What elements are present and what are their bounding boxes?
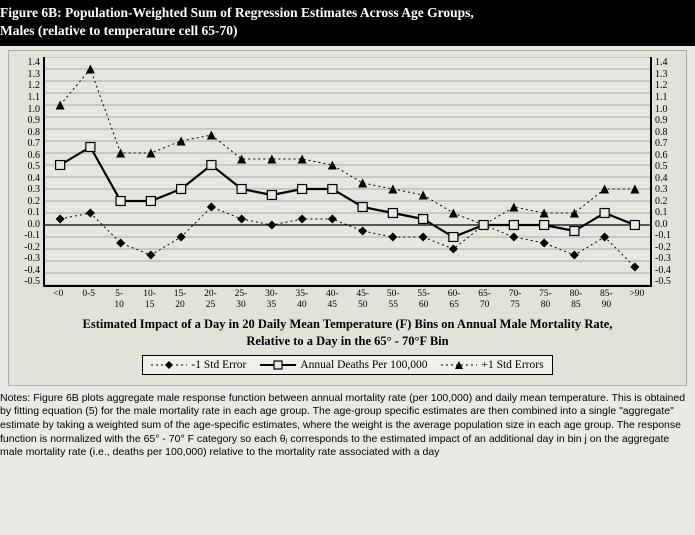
legend-swatch <box>151 359 187 371</box>
legend: -1 Std Error Annual Deaths Per 100,000 +1 … <box>142 355 552 375</box>
y-tick: 0.0 <box>17 219 40 230</box>
y-tick: 0.7 <box>17 138 40 149</box>
legend-item: Annual Deaths Per 100,000 <box>260 359 427 371</box>
y-tick: -0.3 <box>655 253 678 264</box>
y-tick: 0.7 <box>655 138 678 149</box>
x-tick: 10-15 <box>134 287 164 310</box>
legend-swatch <box>260 359 296 371</box>
y-tick: 1.3 <box>655 69 678 80</box>
x-tick: 30-35 <box>256 287 286 310</box>
y-tick: 1.2 <box>655 80 678 91</box>
figure-notes: Notes: Figure 6B plots aggregate male re… <box>0 388 695 460</box>
x-tick: 85-90 <box>591 287 621 310</box>
x-axis: <00-55-1010-1515-2020-2525-3030-3535-404… <box>43 287 652 310</box>
x-tick: 5-10 <box>104 287 134 310</box>
y-tick: 0.6 <box>655 150 678 161</box>
y-tick: 0.1 <box>17 207 40 218</box>
y-tick: -0.4 <box>655 265 678 276</box>
x-tick: <0 <box>43 287 73 310</box>
y-tick: 1.3 <box>17 69 40 80</box>
y-tick: -0.3 <box>17 253 40 264</box>
y-tick: 0.6 <box>17 150 40 161</box>
y-tick: 0.5 <box>17 161 40 172</box>
y-tick: -0.5 <box>655 276 678 287</box>
x-tick: >90 <box>622 287 652 310</box>
figure-title: Figure 6B: Population-Weighted Sum of Re… <box>0 0 695 46</box>
y-tick: 1.4 <box>17 57 40 68</box>
x-tick: 70-75 <box>500 287 530 310</box>
x-tick: 40-45 <box>317 287 347 310</box>
y-tick: -0.2 <box>655 242 678 253</box>
y-tick: 1.0 <box>655 104 678 115</box>
legend-swatch <box>441 359 477 371</box>
legend-label: -1 Std Error <box>191 359 246 371</box>
y-tick: -0.1 <box>17 230 40 241</box>
y-tick: 1.4 <box>655 57 678 68</box>
x-tick: 65-70 <box>469 287 499 310</box>
y-tick: -0.4 <box>17 265 40 276</box>
y-tick: 0.9 <box>655 115 678 126</box>
x-tick: 0-5 <box>73 287 103 310</box>
y-tick: 1.2 <box>17 80 40 91</box>
y-tick: 1.1 <box>17 92 40 103</box>
x-axis-title-line2: Relative to a Day in the 65° - 70°F Bin <box>246 334 448 348</box>
x-axis-title: Estimated Impact of a Day in 20 Daily Me… <box>17 316 678 349</box>
y-axis-right: 1.41.31.21.11.00.90.80.70.60.50.40.30.20… <box>652 57 678 287</box>
y-tick: 0.3 <box>655 184 678 195</box>
y-tick: 0.3 <box>17 184 40 195</box>
plot-area: 1.41.31.21.11.00.90.80.70.60.50.40.30.20… <box>17 57 678 287</box>
y-tick: -0.5 <box>17 276 40 287</box>
y-tick: -0.2 <box>17 242 40 253</box>
y-tick: 0.0 <box>655 219 678 230</box>
chart-svg <box>45 57 650 285</box>
y-tick: 0.4 <box>655 173 678 184</box>
y-tick: 1.1 <box>655 92 678 103</box>
x-tick: 45-50 <box>348 287 378 310</box>
y-tick: 0.9 <box>17 115 40 126</box>
y-tick: -0.1 <box>655 230 678 241</box>
x-tick: 15-20 <box>165 287 195 310</box>
x-tick: 50-55 <box>378 287 408 310</box>
y-tick: 0.5 <box>655 161 678 172</box>
x-tick: 25-30 <box>226 287 256 310</box>
legend-item: -1 Std Error <box>151 359 246 371</box>
legend-item: +1 Std Errors <box>441 359 543 371</box>
x-tick: 80-85 <box>561 287 591 310</box>
y-tick: 0.8 <box>17 127 40 138</box>
y-tick: 0.4 <box>17 173 40 184</box>
y-tick: 0.2 <box>655 196 678 207</box>
x-tick: 35-40 <box>287 287 317 310</box>
x-axis-title-line1: Estimated Impact of a Day in 20 Daily Me… <box>83 317 613 331</box>
y-tick: 1.0 <box>17 104 40 115</box>
legend-label: Annual Deaths Per 100,000 <box>300 359 427 371</box>
y-tick: 0.1 <box>655 207 678 218</box>
x-tick: 20-25 <box>195 287 225 310</box>
y-tick: 0.2 <box>17 196 40 207</box>
x-tick: 60-65 <box>439 287 469 310</box>
chart-frame: 1.41.31.21.11.00.90.80.70.60.50.40.30.20… <box>8 50 687 385</box>
x-tick: 55-60 <box>408 287 438 310</box>
x-tick: 75-80 <box>530 287 560 310</box>
figure-title-line1: Figure 6B: Population-Weighted Sum of Re… <box>0 5 474 20</box>
y-tick: 0.8 <box>655 127 678 138</box>
plot <box>43 57 652 287</box>
legend-label: +1 Std Errors <box>481 359 543 371</box>
figure-title-line2: Males (relative to temperature cell 65-7… <box>0 23 238 38</box>
y-axis-left: 1.41.31.21.11.00.90.80.70.60.50.40.30.20… <box>17 57 43 287</box>
